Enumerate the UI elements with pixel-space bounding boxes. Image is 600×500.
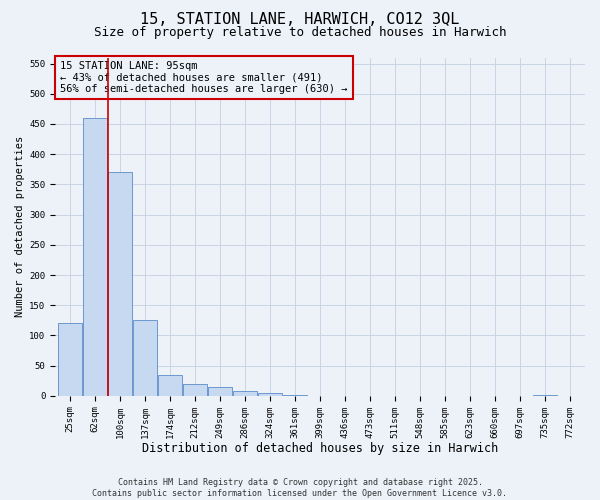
- Bar: [183, 384, 207, 396]
- Bar: [208, 387, 232, 396]
- Bar: [158, 374, 182, 396]
- Bar: [233, 391, 257, 396]
- Text: 15, STATION LANE, HARWICH, CO12 3QL: 15, STATION LANE, HARWICH, CO12 3QL: [140, 12, 460, 28]
- Bar: [58, 324, 82, 396]
- Bar: [83, 118, 107, 396]
- Y-axis label: Number of detached properties: Number of detached properties: [15, 136, 25, 318]
- X-axis label: Distribution of detached houses by size in Harwich: Distribution of detached houses by size …: [142, 442, 498, 455]
- Bar: [133, 320, 157, 396]
- Text: Size of property relative to detached houses in Harwich: Size of property relative to detached ho…: [94, 26, 506, 39]
- Bar: [258, 393, 282, 396]
- Text: Contains HM Land Registry data © Crown copyright and database right 2025.
Contai: Contains HM Land Registry data © Crown c…: [92, 478, 508, 498]
- Bar: [108, 172, 132, 396]
- Text: 15 STATION LANE: 95sqm
← 43% of detached houses are smaller (491)
56% of semi-de: 15 STATION LANE: 95sqm ← 43% of detached…: [61, 61, 348, 94]
